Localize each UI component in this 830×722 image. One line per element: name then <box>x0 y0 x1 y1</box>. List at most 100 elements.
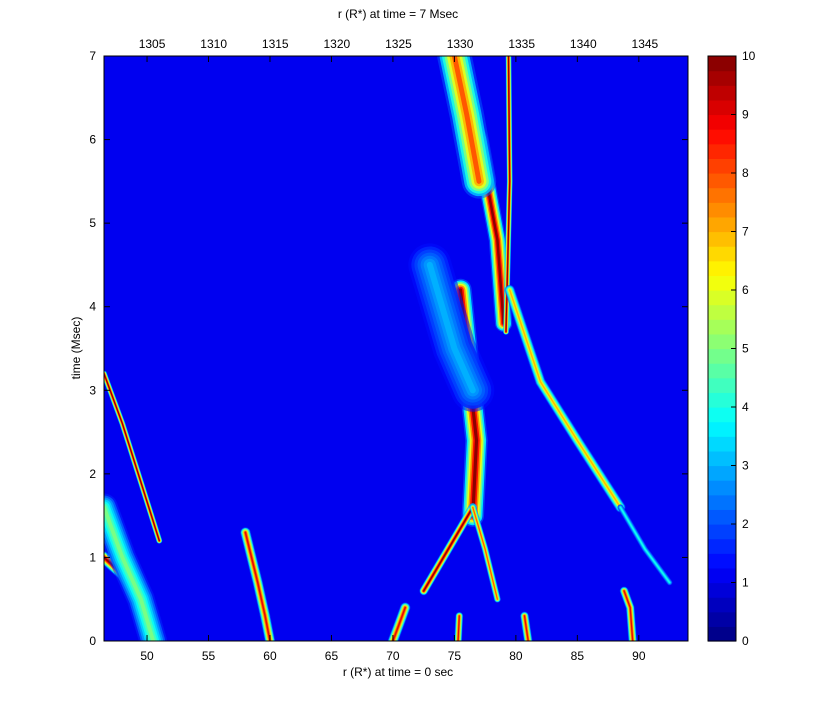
colorbar-step <box>708 407 736 423</box>
feature-x-right-arm <box>469 503 501 603</box>
colorbar-step <box>708 582 736 598</box>
colorbar-step <box>708 246 736 262</box>
x-tick-label: 60 <box>263 649 277 663</box>
bottom-x-axis: 50 55 60 65 70 75 80 85 90 <box>140 56 646 663</box>
feature-jet-81 <box>520 611 533 641</box>
feature-right-shock <box>504 284 626 513</box>
x-tick-label: 70 <box>386 649 400 663</box>
colorbar-step <box>708 143 736 159</box>
colorbar-step <box>708 56 736 72</box>
colorbar-tick-label: 9 <box>742 108 749 122</box>
feature-spike-right <box>503 56 513 335</box>
x-tick-label: 50 <box>140 649 154 663</box>
y-tick-label: 0 <box>89 634 96 648</box>
feature-layer <box>523 615 529 641</box>
colorbar-tick-label: 10 <box>742 49 756 63</box>
x-tick-label: 65 <box>325 649 339 663</box>
colorbar-step <box>708 114 736 130</box>
top-tick-label: 1335 <box>508 37 535 51</box>
top-tick-label: 1315 <box>262 37 289 51</box>
colorbar-step <box>708 538 736 554</box>
plot-frame <box>103 55 689 642</box>
feature-layer <box>104 505 156 641</box>
top-tick-label: 1310 <box>200 37 227 51</box>
top-tick-label: 1305 <box>139 37 166 51</box>
colorbar-step <box>708 202 736 218</box>
colorbar-step <box>708 626 736 642</box>
top-tick-label: 1325 <box>385 37 412 51</box>
colorbar-step <box>708 480 736 496</box>
feature-layer <box>619 506 671 583</box>
x-tick-label: 75 <box>448 649 462 663</box>
colorbar-tick-label: 0 <box>742 634 749 648</box>
feature-x-left-arm <box>419 503 478 596</box>
colorbar-step <box>708 304 736 320</box>
top-tick-label: 1320 <box>324 37 351 51</box>
x-tick-label: 90 <box>632 649 646 663</box>
colorbar-step <box>708 319 736 335</box>
colorbar-tick-label: 2 <box>742 517 749 531</box>
colorbar-step <box>708 611 736 627</box>
colorbar-step <box>708 70 736 86</box>
colorbar-step <box>708 392 736 408</box>
colorbar-step <box>708 436 736 452</box>
colorbar-tick-label: 3 <box>742 459 749 473</box>
colorbar-step <box>708 421 736 437</box>
colorbar-step <box>708 85 736 101</box>
colorbar-step <box>708 216 736 233</box>
colorbar-step <box>708 567 736 584</box>
feature-layer <box>623 590 634 641</box>
feature-jet-89 <box>619 586 637 641</box>
colorbar-step <box>708 524 736 540</box>
colorbar-step <box>708 231 736 247</box>
colorbar-tick-label: 8 <box>742 166 749 180</box>
colorbar-step <box>708 494 736 510</box>
feature-left-shock-fan <box>104 493 167 641</box>
colorbar-step <box>708 290 736 306</box>
colorbar-tick-label: 7 <box>742 225 749 239</box>
top-x-axis: 1305 1310 1315 1320 1325 1330 1335 1340 1345 <box>139 37 659 51</box>
colorbar-step <box>708 377 736 393</box>
feature-jet-75 <box>454 612 464 641</box>
feature-upper-wide <box>437 56 497 199</box>
colorbar-step <box>708 260 736 276</box>
colorbar-step <box>708 450 736 467</box>
top-tick-label: 1340 <box>570 37 597 51</box>
y-tick-label: 1 <box>89 550 96 564</box>
colorbar: 0 1 2 3 4 5 6 7 8 9 10 <box>707 49 756 648</box>
colorbar-step <box>708 99 736 116</box>
feature-layer <box>423 506 474 592</box>
colorbar-step <box>708 465 736 481</box>
y-tick-label: 3 <box>89 383 96 397</box>
feature-left-shock-upper <box>104 370 163 544</box>
y-tick-label: 4 <box>89 300 96 314</box>
colorbar-step <box>708 333 736 350</box>
colorbar-tick-label: 6 <box>742 283 749 297</box>
x-tick-label: 85 <box>571 649 585 663</box>
top-tick-label: 1345 <box>632 37 659 51</box>
feature-jet-60 <box>240 527 276 641</box>
feature-jet-70 <box>387 602 411 641</box>
y-tick-label: 5 <box>89 216 96 230</box>
feature-layer <box>472 506 498 600</box>
y-tick-label: 2 <box>89 467 96 481</box>
colorbar-step <box>708 173 736 189</box>
colorbar-step <box>708 553 736 569</box>
left-y-axis: 0 1 2 3 4 5 6 7 <box>89 49 688 648</box>
feature-layer <box>508 289 622 509</box>
colorbar-step <box>708 158 736 174</box>
feature-layer <box>104 373 160 542</box>
feature-layer <box>451 56 482 184</box>
x-tick-label: 80 <box>509 649 523 663</box>
y-tick-label: 7 <box>89 49 96 63</box>
top-tick-label: 1330 <box>447 37 474 51</box>
colorbar-tick-label: 1 <box>742 576 749 590</box>
feature-layer <box>457 615 460 641</box>
chart-title: r (R*) at time = 7 Msec <box>338 7 458 21</box>
colorbar-step <box>708 275 736 291</box>
y-axis-label: time (Msec) <box>69 317 83 380</box>
colorbar-tick-label: 4 <box>742 400 749 414</box>
colorbar-step <box>708 597 736 613</box>
y-tick-label: 6 <box>89 133 96 147</box>
